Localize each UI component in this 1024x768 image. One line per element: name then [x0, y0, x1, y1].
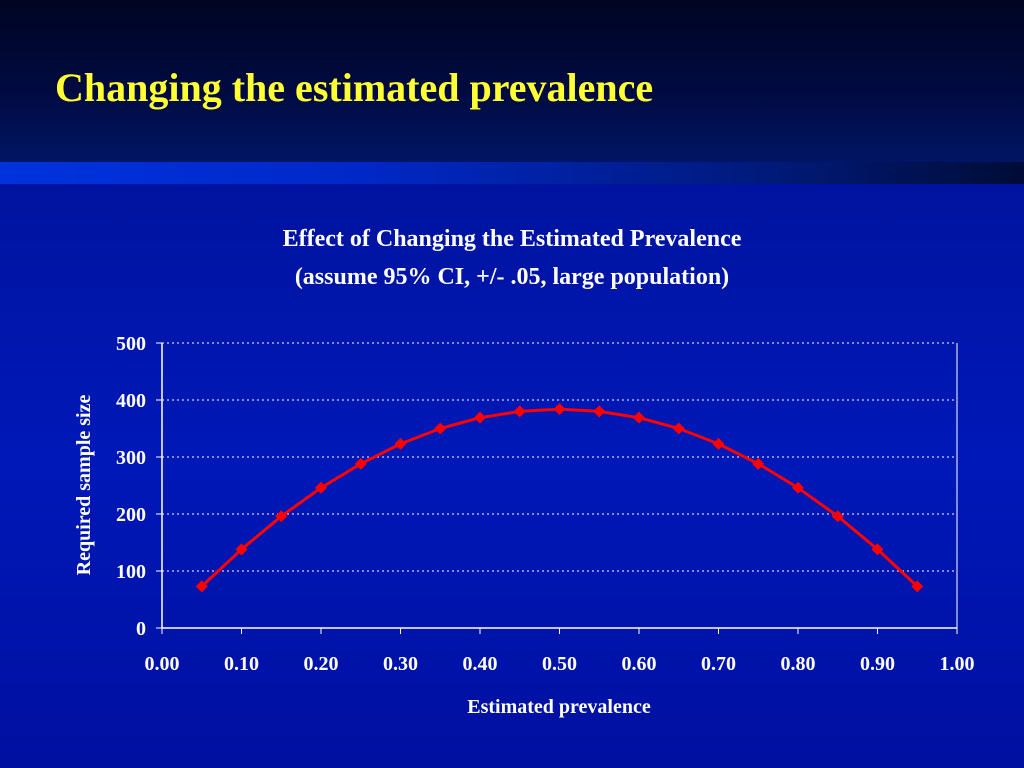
x-axis-label: Estimated prevalence: [467, 696, 651, 718]
y-axis-ticks: 0 100 200 300 400 500: [116, 333, 162, 640]
data-point-marker: [513, 405, 526, 418]
data-point-marker: [275, 510, 288, 523]
data-point-marker: [672, 422, 685, 435]
data-point-marker: [553, 403, 566, 416]
data-series: [195, 403, 924, 593]
y-tick-label: 0: [136, 618, 146, 640]
series-line: [200, 407, 919, 588]
data-point-marker: [752, 457, 765, 470]
x-tick-label: 0.70: [701, 653, 736, 675]
data-point-marker: [315, 481, 327, 494]
data-point-marker: [792, 481, 804, 494]
x-axis-ticks: 0.00 0.10 0.20 0.30 0.40 0.50 0.60 0.70 0.80 0.90…: [145, 628, 975, 675]
data-point-marker: [235, 543, 248, 556]
y-tick-label: 100: [116, 561, 146, 583]
data-point-marker: [712, 437, 725, 450]
chart-title: Effect of Changing the Estimated Prevale…: [282, 226, 742, 252]
y-tick-label: 500: [116, 333, 146, 355]
axes: [161, 343, 958, 629]
title-bar: [0, 0, 1024, 162]
chart-subtitle: (assume 95% CI, +/- .05, large populatio…: [294, 264, 730, 290]
data-point-marker: [593, 405, 606, 418]
data-point-marker: [871, 543, 884, 556]
x-tick-label: 0.00: [145, 653, 180, 675]
header-stripe: [0, 162, 1024, 184]
slide-title: Changing the estimated prevalence: [55, 65, 654, 110]
x-tick-label: 1.00: [940, 653, 975, 675]
x-tick-label: 0.30: [383, 653, 418, 675]
data-point-marker: [394, 437, 407, 450]
y-tick-label: 400: [116, 390, 146, 412]
data-point-marker: [633, 411, 645, 424]
data-point-marker: [911, 580, 924, 593]
x-tick-label: 0.10: [224, 653, 259, 675]
data-point-marker: [354, 457, 367, 470]
x-tick-label: 0.80: [781, 653, 816, 675]
x-tick-label: 0.90: [860, 653, 895, 675]
y-axis-label: Required sample size: [73, 395, 95, 576]
data-point-marker: [831, 510, 844, 523]
data-point-marker: [195, 580, 208, 593]
x-tick-label: 0.40: [463, 653, 498, 675]
x-tick-label: 0.20: [304, 653, 339, 675]
y-tick-label: 300: [116, 447, 146, 469]
y-tick-label: 200: [116, 504, 146, 526]
x-tick-label: 0.50: [542, 653, 577, 675]
data-point-marker: [474, 411, 486, 424]
x-tick-label: 0.60: [622, 653, 657, 675]
grid-lines: [162, 342, 957, 572]
data-point-marker: [434, 422, 447, 435]
